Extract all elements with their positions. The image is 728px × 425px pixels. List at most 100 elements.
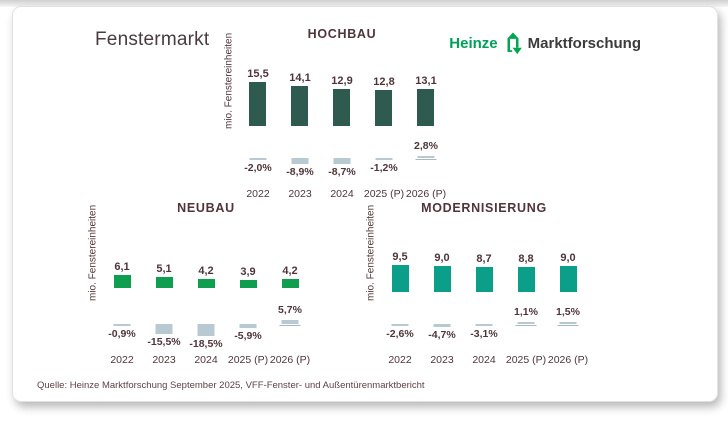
value-bar	[291, 86, 309, 126]
value-label: 8,7	[476, 253, 492, 265]
y-axis-label: mio. Fenstereinheiten	[223, 32, 235, 130]
chart-column: 9,0 1,5% 2026 (P)	[547, 232, 589, 366]
heinze-logo: Heinze Marktforschung	[449, 31, 641, 56]
logo-brand-text: Heinze	[449, 35, 498, 52]
percent-baseline	[279, 325, 301, 326]
percent-change-bar	[291, 158, 309, 164]
chart-column: 9,0 -4,7% 2023	[421, 232, 463, 366]
value-bar	[333, 89, 351, 126]
percent-change-label: -18,5%	[189, 338, 223, 350]
percent-change-bar	[155, 324, 173, 334]
percent-change-label: 2,8%	[414, 140, 438, 152]
year-label: 2025 (P)	[505, 354, 547, 366]
value-label: 6,1	[114, 261, 130, 273]
infographic-card: Fenstermarkt Heinze Marktforschung mio. …	[12, 6, 718, 402]
value-label: 9,0	[560, 252, 576, 264]
percent-baseline	[415, 159, 437, 160]
value-bar	[517, 267, 535, 292]
value-bar	[375, 90, 393, 126]
chart-column: 12,8 -1,2% 2025 (P)	[363, 50, 405, 200]
value-label: 12,9	[331, 75, 353, 87]
chart-column: 13,1 2,8% 2026 (P)	[405, 50, 447, 200]
year-label: 2026 (P)	[269, 354, 311, 366]
house-recycle-arrows-icon	[502, 31, 524, 56]
percent-change-bar	[113, 324, 131, 326]
value-label: 5,1	[156, 263, 172, 275]
year-label: 2026 (P)	[405, 188, 447, 200]
chart-hochbau: mio. Fenstereinheiten HOCHBAU 15,5 -2,0% 202…	[221, 27, 447, 200]
percent-change-label: 1,1%	[514, 306, 538, 318]
percent-change-bar	[249, 158, 267, 160]
year-label: 2024	[194, 354, 218, 366]
year-label: 2022	[110, 354, 134, 366]
value-label: 8,8	[518, 253, 534, 265]
value-label: 9,5	[392, 251, 408, 263]
year-label: 2024	[472, 354, 496, 366]
year-label: 2024	[330, 188, 354, 200]
percent-change-label: -4,7%	[428, 329, 456, 341]
percent-change-label: -15,5%	[147, 336, 181, 348]
percent-change-label: -5,9%	[234, 330, 262, 342]
percent-change-bar	[375, 158, 393, 160]
value-label: 13,1	[415, 75, 437, 87]
value-label: 4,2	[282, 265, 298, 277]
value-bar	[113, 275, 131, 288]
value-bar	[417, 89, 435, 126]
percent-change-label: -1,2%	[370, 162, 398, 174]
chart-column: 8,8 1,1% 2025 (P)	[505, 232, 547, 366]
year-label: 2022	[388, 354, 412, 366]
chart-column: 12,9 -8,7% 2024	[321, 50, 363, 200]
chart-column: 9,5 -2,6% 2022	[379, 232, 421, 366]
chart-title: NEUBAU	[177, 201, 235, 215]
percent-change-bar	[433, 324, 451, 327]
percent-change-label: -8,9%	[286, 166, 314, 178]
chart-neubau: mio. Fenstereinheiten NEUBAU 6,1 -0,9% 2022 5…	[85, 201, 311, 366]
percent-change-bar	[517, 322, 535, 324]
chart-column: 8,7 -3,1% 2024	[463, 232, 505, 366]
chart-column: 14,1 -8,9% 2023	[279, 50, 321, 200]
screenshot-top-edge	[0, 0, 728, 7]
chart-column: 6,1 -0,9% 2022	[101, 242, 143, 366]
percent-change-label: 1,5%	[556, 306, 580, 318]
percent-change-bar	[197, 324, 215, 336]
value-label: 4,2	[198, 265, 214, 277]
value-bar	[281, 279, 299, 288]
percent-change-label: -2,0%	[244, 162, 272, 174]
value-bar	[433, 266, 451, 292]
page-title: Fenstermarkt	[95, 29, 210, 50]
chart-modernisierung: mio. Fenstereinheiten MODERNISIERUNG 9,5 -2…	[363, 201, 589, 366]
y-axis-label: mio. Fenstereinheiten	[365, 204, 377, 302]
value-label: 15,5	[247, 68, 269, 80]
percent-change-label: -2,6%	[386, 328, 414, 340]
percent-change-label: -0,9%	[108, 328, 136, 340]
value-bar	[239, 280, 257, 288]
value-bar	[155, 277, 173, 288]
percent-change-bar	[333, 158, 351, 164]
percent-change-bar	[281, 320, 299, 324]
year-label: 2026 (P)	[547, 354, 589, 366]
chart-column: 15,5 -2,0% 2022	[237, 50, 279, 200]
year-label: 2023	[288, 188, 312, 200]
percent-change-label: -3,1%	[470, 328, 498, 340]
percent-change-bar	[239, 324, 257, 328]
value-label: 3,9	[240, 266, 256, 278]
chart-title: MODERNISIERUNG	[421, 201, 547, 215]
value-bar	[249, 82, 267, 126]
chart-column: 5,1 -15,5% 2023	[143, 242, 185, 366]
source-line: Quelle: Heinze Marktforschung September …	[37, 380, 425, 391]
chart-column: 4,2 -18,5% 2024	[185, 242, 227, 366]
value-label: 14,1	[289, 72, 311, 84]
percent-baseline	[515, 325, 537, 326]
percent-change-label: -8,7%	[328, 166, 356, 178]
year-label: 2025 (P)	[363, 188, 405, 200]
chart-title: HOCHBAU	[307, 27, 377, 41]
year-label: 2025 (P)	[227, 354, 269, 366]
value-bar	[391, 265, 409, 292]
year-label: 2022	[246, 188, 270, 200]
percent-change-bar	[391, 324, 409, 326]
percent-baseline	[557, 325, 579, 326]
value-bar	[475, 267, 493, 292]
value-bar	[559, 266, 577, 292]
percent-change-label: 5,7%	[278, 304, 302, 316]
percent-change-bar	[475, 324, 493, 326]
